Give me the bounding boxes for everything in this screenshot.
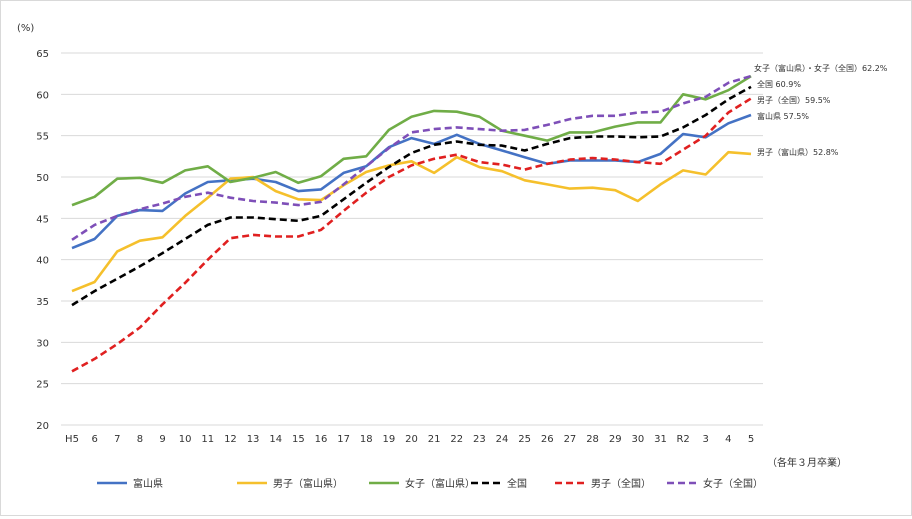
y-tick-label: 65 — [36, 49, 49, 60]
y-tick-label: 30 — [36, 338, 49, 349]
y-tick-label: 55 — [36, 132, 49, 143]
y-tick-label: 60 — [36, 90, 49, 101]
x-tick-label: H5 — [65, 434, 79, 445]
y-tick-label: 25 — [36, 380, 49, 391]
end-label: 女子（富山県）・女子（全国）62.2% — [754, 63, 888, 73]
y-tick-label: 35 — [36, 297, 49, 308]
series-line-4 — [71, 97, 752, 373]
x-tick-label: R2 — [676, 434, 689, 445]
x-tick-label: 5 — [748, 434, 754, 445]
x-tick-label: 25 — [518, 434, 531, 445]
x-tick-label: 26 — [541, 434, 554, 445]
x-tick-label: 30 — [631, 434, 644, 445]
y-tick-label: 40 — [36, 256, 49, 267]
x-tick-label: 16 — [315, 434, 328, 445]
x-tick-label: 12 — [224, 434, 237, 445]
x-tick-label: 20 — [405, 434, 418, 445]
x-tick-label: 8 — [137, 434, 143, 445]
series-line-1 — [71, 150, 752, 293]
legend-label: 男子（全国） — [591, 477, 651, 490]
x-tick-label: 27 — [564, 434, 577, 445]
x-tick-label: 6 — [91, 434, 97, 445]
end-label: 男子（富山県）52.8% — [757, 147, 839, 157]
x-tick-label: 23 — [473, 434, 486, 445]
y-tick-label: 50 — [36, 173, 49, 184]
x-tick-label: 31 — [654, 434, 667, 445]
x-tick-label: 29 — [609, 434, 622, 445]
series-line-3 — [71, 85, 752, 307]
end-label: 男子（全国）59.5% — [757, 95, 831, 105]
legend-label: 男子（富山県） — [273, 477, 343, 490]
x-tick-label: 18 — [360, 434, 373, 445]
y-tick-label: 45 — [36, 214, 49, 225]
legend-label: 女子（富山県） — [405, 477, 475, 490]
x-tick-label: 13 — [247, 434, 260, 445]
x-tick-label: 17 — [337, 434, 350, 445]
legend-label: 富山県 — [133, 477, 163, 490]
x-tick-label: 10 — [179, 434, 192, 445]
end-label: 全国 60.9% — [757, 79, 801, 89]
x-tick-label: 11 — [201, 434, 214, 445]
x-tick-label: 3 — [703, 434, 709, 445]
y-axis-unit-label: (%) — [17, 23, 34, 34]
x-tick-label: 15 — [292, 434, 305, 445]
end-label: 富山県 57.5% — [757, 111, 809, 121]
x-tick-label: 9 — [159, 434, 165, 445]
legend-label: 女子（全国） — [703, 477, 763, 490]
series-line-5 — [71, 74, 752, 241]
series-line-2 — [71, 74, 752, 207]
x-tick-label: 4 — [725, 434, 731, 445]
legend-label: 全国 — [507, 477, 527, 490]
x-tick-label: 7 — [114, 434, 120, 445]
x-tick-label: 14 — [269, 434, 282, 445]
x-tick-label: 28 — [586, 434, 599, 445]
x-tick-label: 24 — [496, 434, 509, 445]
y-tick-label: 20 — [36, 421, 49, 432]
x-axis-note: （各年３月卒業） — [767, 456, 847, 469]
x-tick-label: 21 — [428, 434, 441, 445]
x-tick-label: 19 — [382, 434, 395, 445]
x-tick-label: 22 — [450, 434, 463, 445]
